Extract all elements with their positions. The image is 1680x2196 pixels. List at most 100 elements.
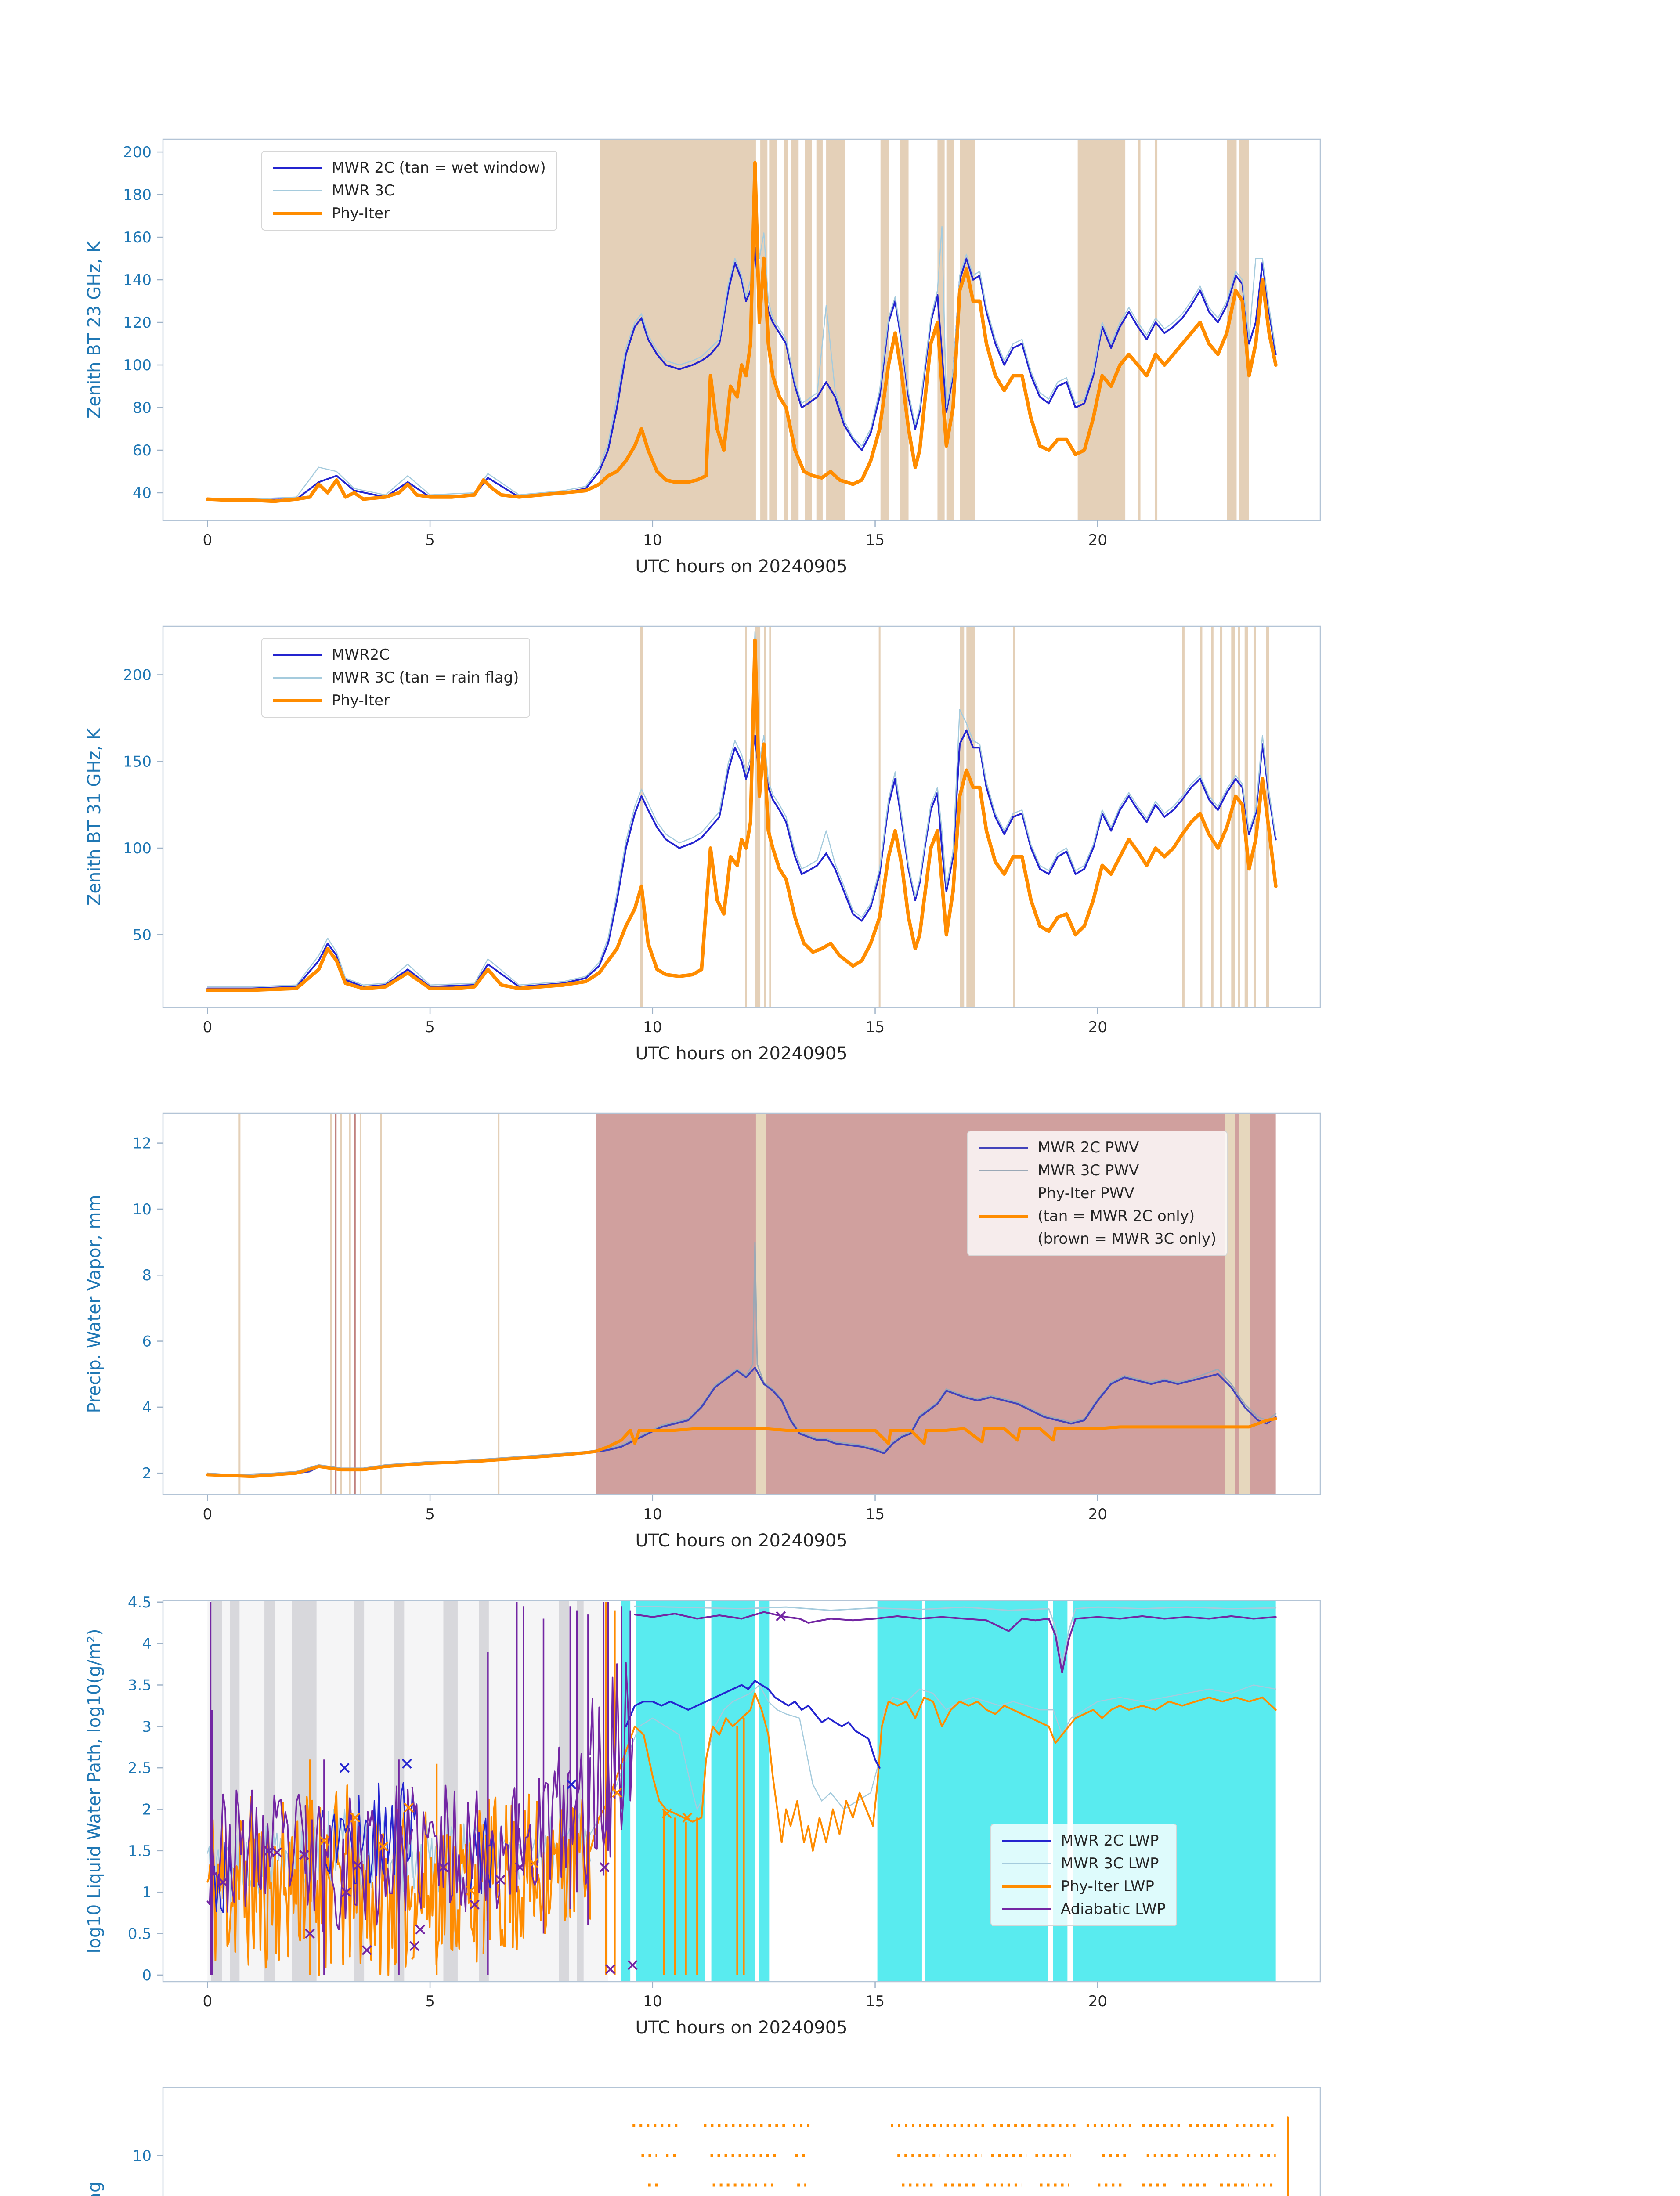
dqflag-plot-canvas: 051015200246810 xyxy=(133,2087,1321,2196)
y-tick-label: 3 xyxy=(142,1718,152,1736)
x-marker xyxy=(566,1779,577,1790)
y-tick-label: 140 xyxy=(123,271,152,289)
legend-label: (tan = MWR 2C only) xyxy=(1037,1207,1195,1225)
y-tick-label: 50 xyxy=(133,926,152,944)
legend-label: MWR2C xyxy=(331,646,390,664)
y-tick-label: 180 xyxy=(123,186,152,204)
x-tick-label: 20 xyxy=(1088,531,1107,549)
y-tick-label: 200 xyxy=(123,666,152,684)
x-marker xyxy=(341,1887,351,1897)
legend-swatch xyxy=(1002,1863,1051,1864)
x-marker xyxy=(438,1862,448,1873)
pwv-plot-canvas: 0 5 10 15 20 2 4 6 8 10 12 xyxy=(133,1112,1321,1523)
x-marker xyxy=(378,1842,389,1852)
y-tick-label: 80 xyxy=(133,399,152,417)
y-tick-label: 4.5 xyxy=(128,1594,152,1611)
pwv-axes-frame xyxy=(162,1112,1321,1495)
series-mwr-3c-lwp-top xyxy=(634,1605,1277,1665)
y-tick-label: 10 xyxy=(133,1201,152,1218)
legend-label: MWR 3C LWP xyxy=(1061,1854,1159,1872)
x-tick-label: 5 xyxy=(425,1506,435,1523)
y-tick-label: 4 xyxy=(142,1635,152,1653)
x-marker xyxy=(361,1945,372,1955)
x-tick-label: 20 xyxy=(1088,1019,1107,1036)
legend-item: MWR 3C LWP xyxy=(1002,1853,1166,1874)
x-tick-label: 15 xyxy=(866,1019,885,1036)
y-tick-label: 2 xyxy=(142,1801,152,1819)
x-marker xyxy=(264,1846,274,1856)
legend-item: MWR 2C PWV xyxy=(979,1138,1216,1158)
dqflag-panel: MWR Phy Iter DQ Flag 051015200246810 UTC… xyxy=(0,2079,1680,2196)
x-marker xyxy=(470,1900,480,1910)
x-marker xyxy=(272,1847,282,1858)
series-phy-iter xyxy=(206,638,1278,992)
legend-item: Adiabatic LWP xyxy=(1002,1899,1166,1919)
x-tick-label: 15 xyxy=(866,1993,885,2010)
legend-item: MWR 3C PWV xyxy=(979,1160,1216,1181)
legend-item: Phy-Iter PWV xyxy=(979,1183,1216,1203)
legend-item: Phy-Iter xyxy=(272,690,519,711)
legend-label: (brown = MWR 3C only) xyxy=(1037,1230,1217,1248)
dqflag-axes-frame xyxy=(162,2087,1321,2196)
x-tick-label: 0 xyxy=(203,1019,213,1036)
legend-item: MWR 2C LWP xyxy=(1002,1831,1166,1851)
y-tick-label: 2 xyxy=(142,1465,152,1482)
bt23-plot-canvas: 0 5 10 15 20 40 60 80 100 120 140 160 180 200 xyxy=(123,138,1321,549)
legend-label: Phy-Iter xyxy=(331,692,390,710)
y-tick-label: 3.5 xyxy=(128,1676,152,1694)
legend-swatch xyxy=(272,190,322,191)
series-mwr2c xyxy=(206,729,1277,990)
legend-swatch xyxy=(272,654,322,656)
x-marker xyxy=(528,1858,538,1868)
series-adiabatic-lwp xyxy=(634,1611,1277,1674)
x-tick-label: 0 xyxy=(203,531,213,549)
legend-swatch xyxy=(979,1147,1028,1149)
legend-swatch xyxy=(272,212,322,216)
y-tick-label: 2.5 xyxy=(128,1759,152,1777)
bt23-panel: Zenith BT 23 GHz, K 0 5 10 15 20 40 60 80 100 120… xyxy=(0,130,1680,622)
legend-label: Phy-Iter xyxy=(331,205,390,223)
x-tick-label: 0 xyxy=(203,1506,213,1523)
y-tick-label: 60 xyxy=(133,442,152,459)
legend-item: Phy-Iter xyxy=(272,203,546,224)
bt23-plot-area xyxy=(206,139,1278,520)
x-marker xyxy=(515,1862,525,1873)
legend-label: MWR 3C PWV xyxy=(1037,1162,1139,1180)
x-tick-label: 5 xyxy=(425,531,435,549)
y-tick-label: 150 xyxy=(123,753,152,771)
legend-swatch xyxy=(1002,1908,1051,1910)
bt31-axes-frame xyxy=(162,625,1321,1008)
y-tick-label: 12 xyxy=(133,1135,152,1152)
series-phy-iter xyxy=(206,161,1278,503)
x-tick-label: 10 xyxy=(643,531,662,549)
x-marker xyxy=(319,1835,329,1846)
y-tick-label: 40 xyxy=(133,484,152,502)
legend-swatch xyxy=(1002,1885,1051,1888)
series-mwr-3c xyxy=(207,160,1276,500)
x-tick-label: 10 xyxy=(643,1506,662,1523)
x-marker xyxy=(353,1860,363,1871)
lwp-legend: MWR 2C LWP MWR 3C LWP Phy-Iter LWP Adiabati… xyxy=(990,1823,1178,1926)
x-marker xyxy=(350,1812,361,1823)
legend-swatch xyxy=(272,677,322,679)
x-tick-label: 10 xyxy=(643,1993,662,2010)
legend-swatch xyxy=(272,167,322,169)
bt31-plot-area xyxy=(206,626,1278,1008)
x-marker xyxy=(466,1885,476,1896)
x-tick-label: 10 xyxy=(643,1019,662,1036)
bt31-legend: MWR2C MWR 3C (tan = rain flag) Phy-Iter xyxy=(261,638,531,718)
y-tick-label: 1 xyxy=(142,1884,152,1901)
y-tick-label: 6 xyxy=(142,1333,152,1351)
legend-label: MWR 2C PWV xyxy=(1037,1139,1139,1157)
series-mwr-3c xyxy=(207,631,1276,987)
series-mwr-2c-lwp xyxy=(625,1680,881,1769)
y-tick-label: 4 xyxy=(142,1399,152,1416)
bt23-legend: MWR 2C (tan = wet window) MWR 3C Phy-Iter xyxy=(261,151,557,231)
y-tick-label: 0 xyxy=(142,1967,152,1984)
x-tick-label: 5 xyxy=(425,1993,435,2010)
x-tick-label: 15 xyxy=(866,531,885,549)
series-adiabatic-lwp-early xyxy=(206,1662,633,1932)
y-tick-label: 10 xyxy=(133,2147,152,2165)
x-marker xyxy=(404,1802,414,1813)
